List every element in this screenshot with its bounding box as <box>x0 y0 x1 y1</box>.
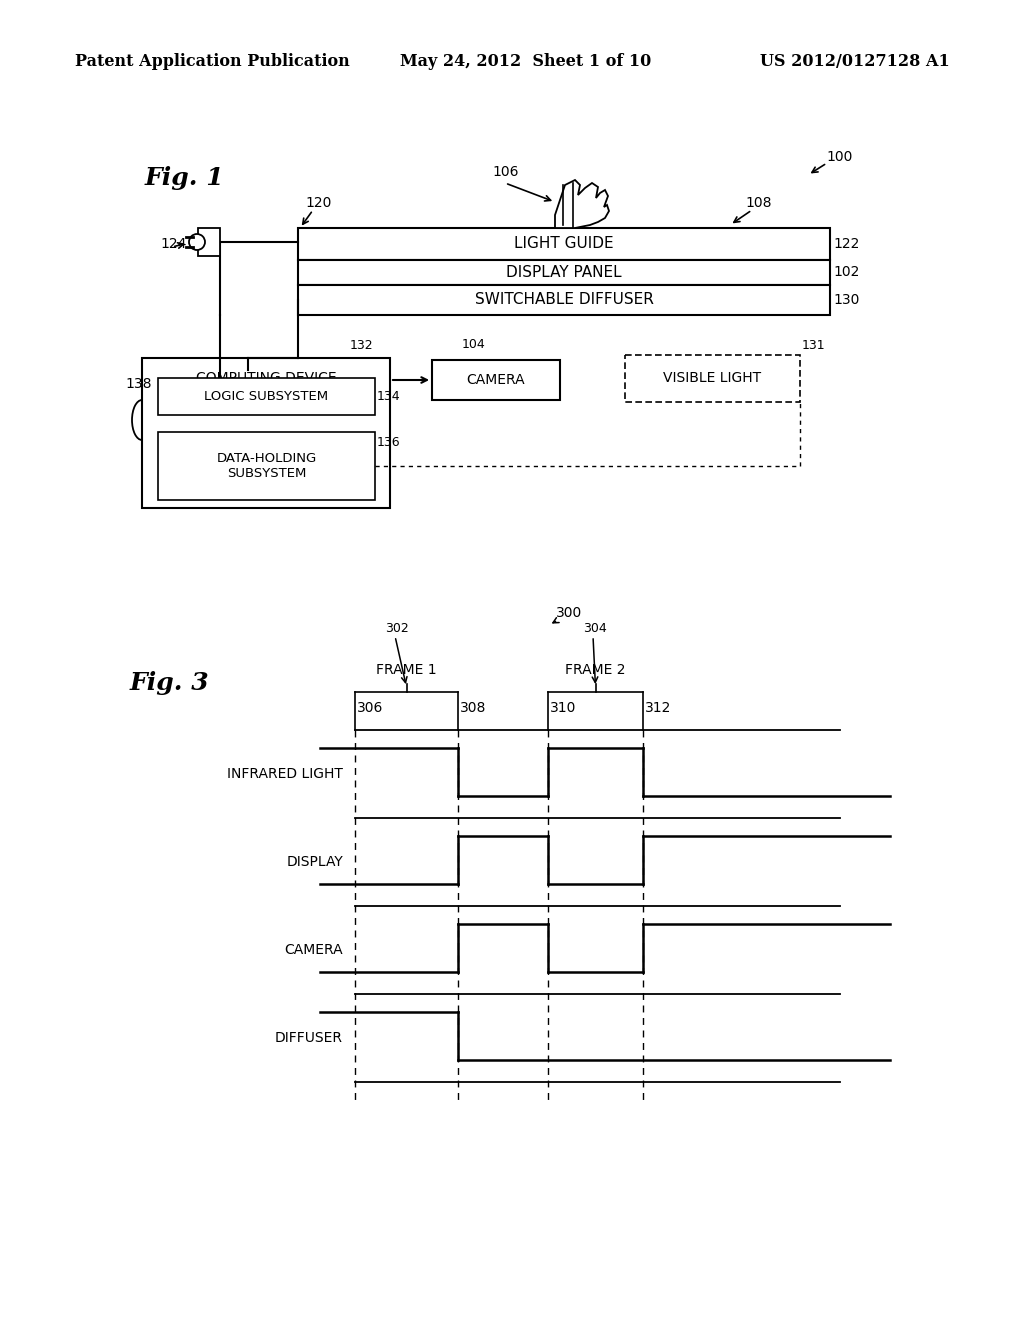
Text: FRAME 2: FRAME 2 <box>565 663 626 677</box>
Circle shape <box>189 234 205 249</box>
Bar <box>198 228 220 256</box>
Text: 310: 310 <box>550 701 577 715</box>
Text: 304: 304 <box>583 622 607 635</box>
Text: Fig. 3: Fig. 3 <box>130 671 210 696</box>
Bar <box>298 228 830 260</box>
Bar <box>158 432 375 500</box>
Text: 134: 134 <box>377 389 400 403</box>
Text: CAMERA: CAMERA <box>285 942 343 957</box>
Text: FRAME 1: FRAME 1 <box>376 663 437 677</box>
Text: May 24, 2012  Sheet 1 of 10: May 24, 2012 Sheet 1 of 10 <box>400 54 651 70</box>
Bar <box>432 360 560 400</box>
Text: 130: 130 <box>833 293 859 308</box>
Text: DISPLAY PANEL: DISPLAY PANEL <box>506 265 622 280</box>
Text: VISIBLE LIGHT: VISIBLE LIGHT <box>664 371 762 385</box>
Text: 308: 308 <box>460 701 486 715</box>
Bar <box>625 355 800 403</box>
Text: SWITCHABLE DIFFUSER: SWITCHABLE DIFFUSER <box>474 293 653 308</box>
Text: INFRARED LIGHT: INFRARED LIGHT <box>227 767 343 781</box>
Text: 104: 104 <box>462 338 485 351</box>
Text: 120: 120 <box>305 195 332 210</box>
PathPatch shape <box>555 180 609 228</box>
Text: 302: 302 <box>385 622 409 635</box>
Text: 106: 106 <box>492 165 518 180</box>
Text: DATA-HOLDING
SUBSYSTEM: DATA-HOLDING SUBSYSTEM <box>216 451 316 480</box>
Text: 306: 306 <box>357 701 383 715</box>
Text: 122: 122 <box>833 238 859 251</box>
Text: Patent Application Publication: Patent Application Publication <box>75 54 350 70</box>
Text: 108: 108 <box>745 195 771 210</box>
Text: DISPLAY: DISPLAY <box>287 855 343 869</box>
Bar <box>158 378 375 414</box>
Text: Fig. 1: Fig. 1 <box>145 166 224 190</box>
Text: LIGHT GUIDE: LIGHT GUIDE <box>514 236 613 252</box>
Text: 102: 102 <box>833 265 859 280</box>
Text: 131: 131 <box>802 339 825 352</box>
Text: LOGIC SUBSYSTEM: LOGIC SUBSYSTEM <box>205 389 329 403</box>
Bar <box>142 358 390 508</box>
Text: CAMERA: CAMERA <box>467 374 525 387</box>
Text: 138: 138 <box>125 378 152 391</box>
Text: 124: 124 <box>160 238 186 251</box>
Bar <box>298 260 830 285</box>
Text: COMPUTING DEVICE: COMPUTING DEVICE <box>196 371 336 385</box>
Bar <box>298 285 830 315</box>
Text: 300: 300 <box>556 606 583 620</box>
Text: 132: 132 <box>350 339 374 352</box>
Text: 312: 312 <box>645 701 672 715</box>
Text: 100: 100 <box>826 150 852 164</box>
Text: US 2012/0127128 A1: US 2012/0127128 A1 <box>760 54 949 70</box>
Text: DIFFUSER: DIFFUSER <box>275 1031 343 1045</box>
Text: 136: 136 <box>377 436 400 449</box>
